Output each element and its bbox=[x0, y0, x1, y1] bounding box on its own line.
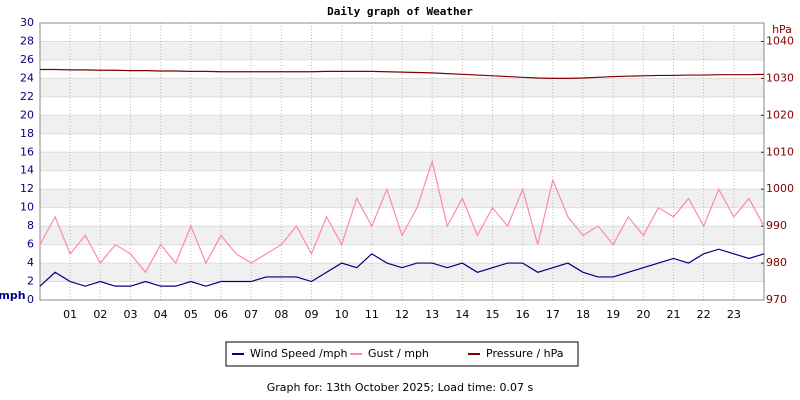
series-line bbox=[40, 68, 765, 79]
footer: Graph for: 13th October 2025; Load time:… bbox=[267, 381, 534, 394]
x-tick-label: 20 bbox=[636, 308, 650, 321]
x-tick-label: 14 bbox=[455, 308, 469, 321]
x-tick-label: 02 bbox=[93, 308, 107, 321]
legend-label: Wind Speed /mph bbox=[250, 347, 348, 360]
x-tick-label: 17 bbox=[546, 308, 560, 321]
y-tick-label: 18 bbox=[20, 127, 34, 140]
y2-tick-label: 970 bbox=[766, 293, 787, 306]
x-tick-label: 23 bbox=[727, 308, 741, 321]
y2-tick-label: 1010 bbox=[766, 145, 794, 158]
legend-box bbox=[225, 341, 579, 367]
y-tick-label: 20 bbox=[20, 108, 34, 121]
y2-tick-label: 1030 bbox=[766, 71, 794, 84]
x-tick-label: 16 bbox=[516, 308, 530, 321]
x-tick-label: 11 bbox=[365, 308, 379, 321]
y-tick-label: 26 bbox=[20, 53, 34, 66]
x-tick-label: 22 bbox=[697, 308, 711, 321]
y-tick-label: 0 bbox=[27, 293, 34, 306]
y-tick-label: 8 bbox=[27, 219, 34, 232]
y2-axis-label: hPa bbox=[772, 23, 792, 36]
y-tick-label: 28 bbox=[20, 34, 34, 47]
y2-tick-label: 1040 bbox=[766, 34, 794, 47]
series-line bbox=[39, 248, 765, 287]
x-tick-label: 05 bbox=[184, 308, 198, 321]
y2-tick-label: 980 bbox=[766, 256, 787, 269]
y-tick-label: 12 bbox=[20, 182, 34, 195]
y2-tick-label: 1020 bbox=[766, 108, 794, 121]
x-tick-label: 19 bbox=[606, 308, 620, 321]
x-tick-label: 03 bbox=[124, 308, 138, 321]
y-tick-label: 22 bbox=[20, 90, 34, 103]
x-tick-label: 01 bbox=[63, 308, 77, 321]
x-tick-label: 04 bbox=[154, 308, 168, 321]
x-tick-label: 10 bbox=[335, 308, 349, 321]
y2-tick-label: 1000 bbox=[766, 182, 794, 195]
y-tick-label: 14 bbox=[20, 164, 34, 177]
y-axis-label: mph bbox=[0, 289, 26, 302]
y-tick-label: 4 bbox=[27, 256, 34, 269]
y-tick-label: 24 bbox=[20, 71, 34, 84]
x-tick-label: 13 bbox=[425, 308, 439, 321]
y-tick-label: 10 bbox=[20, 201, 34, 214]
x-tick-label: 12 bbox=[395, 308, 409, 321]
series-line bbox=[39, 159, 765, 274]
y-tick-label: 6 bbox=[27, 238, 34, 251]
x-tick-label: 15 bbox=[486, 308, 500, 321]
grid-band bbox=[40, 78, 764, 97]
x-tick-label: 21 bbox=[667, 308, 681, 321]
plot-frame bbox=[39, 22, 765, 301]
legend-label: Pressure / hPa bbox=[486, 347, 564, 360]
y2-tick-label: 990 bbox=[766, 219, 787, 232]
x-tick-label: 18 bbox=[576, 308, 590, 321]
x-tick-label: 07 bbox=[244, 308, 258, 321]
x-tick-label: 08 bbox=[274, 308, 288, 321]
y-tick-label: 30 bbox=[20, 16, 34, 29]
chart-title: Daily graph of Weather bbox=[327, 5, 473, 18]
y-tick-label: 16 bbox=[20, 145, 34, 158]
y-tick-label: 2 bbox=[27, 275, 34, 288]
x-tick-label: 09 bbox=[305, 308, 319, 321]
x-tick-label: 06 bbox=[214, 308, 228, 321]
legend-label: Gust / mph bbox=[368, 347, 429, 360]
